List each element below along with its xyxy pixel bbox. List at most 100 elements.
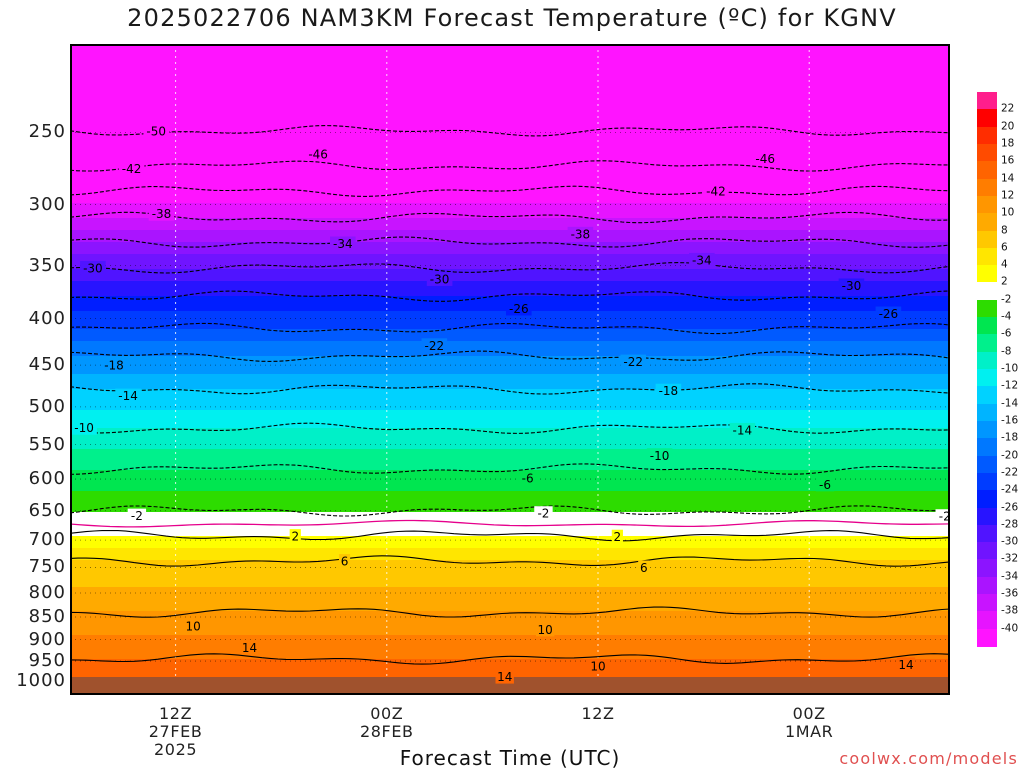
colorbar-label: -40: [1001, 622, 1019, 635]
temperature-band: [70, 296, 950, 300]
contour-label: -2: [131, 509, 143, 523]
colorbar-label: 8: [1001, 224, 1008, 236]
x-axis-label: Forecast Time (UTC): [399, 746, 621, 770]
temperature-band: [70, 131, 950, 135]
colorbar-segment: [977, 507, 997, 526]
credit-link[interactable]: coolwx.com/models: [839, 749, 1018, 768]
contour-label: -30: [83, 261, 103, 275]
temperature-band: [70, 314, 950, 318]
temperature-band: [70, 446, 950, 450]
contour-label-bg: [421, 338, 448, 353]
colorbar-label: 16: [1001, 154, 1015, 167]
temperature-band: [70, 416, 950, 420]
contour-label-bg: [518, 470, 537, 485]
temperature-band: [70, 86, 950, 90]
colorbar-label: -22: [1001, 466, 1019, 479]
colorbar-label: -4: [1001, 310, 1012, 323]
contour-label: 6: [640, 561, 648, 575]
temperature-band: [70, 422, 950, 426]
temperature-band: [70, 608, 950, 612]
y-tick-label: 600: [28, 468, 66, 490]
temperature-band: [70, 53, 950, 57]
colorbar-label: 6: [1001, 241, 1008, 254]
temperature-band: [70, 449, 950, 453]
contour-label-bg: [289, 529, 301, 544]
colorbar-segment: [977, 230, 997, 249]
contour-label-bg: [127, 508, 147, 523]
contour-label: -34: [692, 253, 712, 267]
temperature-band: [70, 596, 950, 600]
contour-label: 10: [590, 660, 605, 674]
temperature-band: [70, 401, 950, 405]
contour-label: -14: [733, 423, 753, 437]
temperature-band: [70, 467, 950, 471]
plot-frame: [70, 44, 950, 695]
temperature-band: [70, 140, 950, 144]
y-tick-label: 300: [28, 193, 66, 215]
contour-label: -30: [842, 279, 862, 293]
temperature-band: [70, 149, 950, 153]
temperature-band: [70, 644, 950, 648]
temperature-band: [70, 209, 950, 213]
x-tick-line: 12Z: [581, 704, 615, 723]
x-tick-line: 1MAR: [784, 722, 834, 741]
temperature-band: [70, 89, 950, 93]
colorbar-label: 12: [1001, 189, 1015, 202]
isotherm-line: [70, 211, 950, 224]
contour-label: 14: [898, 658, 913, 672]
colorbar-label: -24: [1001, 483, 1019, 496]
temperature-band: [70, 125, 950, 129]
contour-label: -6: [819, 478, 831, 492]
isotherm-line: [70, 505, 950, 517]
colorbar-segment: [977, 265, 997, 283]
temperature-band: [70, 272, 950, 276]
temperature-band: [70, 389, 950, 393]
temperature-band: [70, 278, 950, 282]
contour-label: -50: [146, 124, 166, 138]
colorbar-label: -20: [1001, 449, 1019, 462]
temperature-band: [70, 584, 950, 588]
y-tick-label: 250: [28, 121, 66, 143]
colorbar-segment: [977, 282, 997, 301]
contour-label-bg: [703, 184, 729, 199]
contour-label-bg: [611, 529, 623, 544]
temperature-band: [70, 245, 950, 249]
y-tick-label: 700: [28, 529, 66, 551]
colorbar-segment: [977, 334, 997, 353]
isotherm-line: [70, 350, 950, 362]
y-tick-label: 550: [28, 433, 66, 455]
isotherm-line: [70, 463, 950, 475]
colorbar-label: -8: [1001, 345, 1012, 358]
temperature-band: [70, 632, 950, 636]
y-tick-label: 500: [28, 395, 66, 417]
temperature-band: [70, 95, 950, 99]
colorbar-label: -18: [1001, 431, 1019, 444]
colorbar-label: -16: [1001, 414, 1019, 427]
colorbar-label: 22: [1001, 102, 1015, 115]
colorbar-label: -10: [1001, 362, 1019, 375]
colorbar-label: -32: [1001, 552, 1019, 565]
temperature-band: [70, 494, 950, 498]
contour-label-bg: [815, 477, 835, 492]
temperature-band: [70, 233, 950, 237]
ground-surface: [70, 677, 950, 695]
colorbar-label: -12: [1001, 379, 1019, 392]
colorbar-segment: [977, 576, 997, 595]
temperature-band: [70, 119, 950, 123]
colorbar-label: -6: [1001, 327, 1012, 340]
isotherm-line: [70, 529, 950, 542]
colorbar-segment: [977, 299, 997, 318]
colorbar-segment: [977, 542, 997, 560]
y-tick-label: 400: [28, 307, 66, 329]
temperature-band: [70, 284, 950, 288]
temperature-band: [70, 212, 950, 216]
temperature-band: [70, 143, 950, 147]
contour-label-bg: [646, 448, 673, 463]
temperature-band: [70, 605, 950, 609]
temperature-band: [70, 581, 950, 585]
colorbar-label: 10: [1001, 206, 1015, 219]
temperature-band: [70, 398, 950, 402]
contour-label-bg: [838, 278, 865, 293]
temperature-band: [70, 221, 950, 225]
temperature-band: [70, 656, 950, 660]
